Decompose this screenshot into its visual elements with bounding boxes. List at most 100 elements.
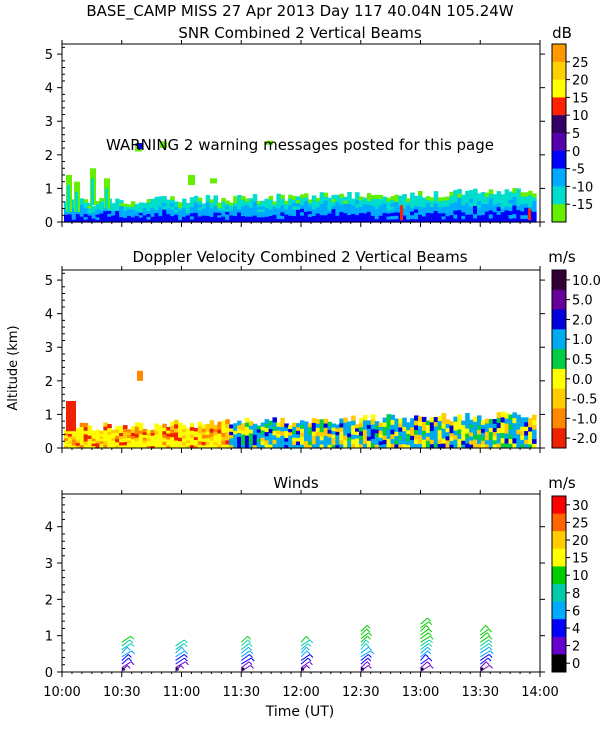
doppler-cell <box>465 427 470 434</box>
snr-cell <box>233 199 238 204</box>
snr-cell <box>500 194 506 199</box>
wind-barb <box>175 665 182 672</box>
snr-cell <box>170 212 175 217</box>
snr-cell <box>457 213 462 219</box>
snr-cell <box>154 206 159 211</box>
doppler-cell <box>260 444 266 449</box>
doppler-cell <box>221 428 226 433</box>
wind-barb-flag <box>126 646 131 651</box>
snr-cell <box>453 194 458 199</box>
snr-cell <box>221 216 226 220</box>
snr-cell <box>303 196 309 202</box>
snr-cell <box>351 213 356 217</box>
doppler-cell <box>67 445 73 449</box>
snr-cell <box>512 209 517 215</box>
doppler-cell <box>142 437 148 441</box>
snr-cell <box>126 215 132 219</box>
snr-cell <box>87 207 93 211</box>
snr-cell <box>520 210 525 216</box>
doppler-cell <box>229 427 234 432</box>
doppler-cell <box>512 437 517 444</box>
doppler-cell <box>398 426 403 432</box>
doppler-cell <box>201 434 207 439</box>
snr-cell <box>229 209 234 213</box>
doppler-cell <box>303 425 309 430</box>
doppler-cell <box>351 420 356 426</box>
doppler-cell <box>209 424 215 429</box>
snr-cell <box>158 215 163 220</box>
doppler-cell <box>280 417 285 423</box>
snr-cell <box>67 210 73 215</box>
doppler-cell <box>201 441 207 446</box>
wind-barb <box>175 646 182 654</box>
doppler-cell <box>469 427 474 433</box>
snr-cell <box>115 207 120 211</box>
snr-cell <box>465 210 470 215</box>
doppler-cell <box>319 431 325 437</box>
doppler-cell <box>492 431 498 437</box>
snr-cell <box>288 194 293 199</box>
snr-cell <box>233 196 238 201</box>
doppler-cell <box>71 441 77 446</box>
doppler-cell <box>248 444 254 449</box>
y-axis-label: Altitude (km) <box>6 325 21 410</box>
x-tick-label: 10:00 <box>43 685 80 700</box>
wind-barb <box>360 625 368 632</box>
snr-cell <box>146 207 152 212</box>
doppler-cell <box>532 433 537 440</box>
snr-cell <box>154 209 159 214</box>
snr-cell <box>500 208 506 213</box>
doppler-cell <box>339 431 344 436</box>
snr-cell <box>398 202 403 207</box>
wind-barb-flag <box>429 639 433 644</box>
doppler-units: m/s <box>548 248 576 266</box>
snr-field <box>64 140 537 223</box>
snr-cell <box>402 197 407 202</box>
doppler-cell <box>244 439 250 445</box>
doppler-cell <box>260 422 266 427</box>
snr-cell <box>276 211 281 216</box>
snr-cell <box>532 193 537 198</box>
snr-cell <box>398 195 403 200</box>
wind-barb <box>300 661 310 669</box>
snr-cell <box>225 211 230 215</box>
doppler-cell <box>162 430 167 435</box>
doppler-cell <box>457 414 462 420</box>
doppler-cell <box>508 438 513 444</box>
snr-cell <box>347 214 352 219</box>
doppler-cell <box>174 431 179 437</box>
snr-cell <box>95 211 100 215</box>
snr-cell <box>445 215 451 220</box>
wind-barb <box>175 643 185 650</box>
doppler-cell <box>414 429 419 435</box>
doppler-cell <box>366 424 372 429</box>
snr-cell <box>484 218 490 223</box>
doppler-cell <box>296 426 301 431</box>
doppler-cell <box>95 437 100 441</box>
doppler-cell <box>268 432 274 437</box>
snr-cell <box>378 211 384 216</box>
doppler-cell <box>425 440 431 445</box>
snr-cell <box>331 198 336 203</box>
doppler-cell <box>394 418 399 424</box>
snr-cell <box>158 196 163 201</box>
wind-barb <box>360 646 369 654</box>
snr-cell <box>87 205 93 209</box>
wind-barb-flag <box>425 654 429 658</box>
doppler-cell <box>130 435 136 440</box>
doppler-cell <box>398 443 403 449</box>
doppler-cell <box>91 430 97 434</box>
snr-cell <box>95 216 100 220</box>
snr-cell <box>244 210 250 214</box>
snr-cell <box>394 215 399 220</box>
doppler-cell <box>237 436 242 441</box>
snr-cell <box>433 191 439 196</box>
wind-barb <box>480 654 490 661</box>
doppler-cell <box>182 425 187 429</box>
wind-barb-flag <box>488 639 493 644</box>
snr-cell <box>394 204 399 209</box>
doppler-cell <box>421 425 427 431</box>
doppler-cell <box>244 422 250 427</box>
snr-cell <box>500 215 506 220</box>
